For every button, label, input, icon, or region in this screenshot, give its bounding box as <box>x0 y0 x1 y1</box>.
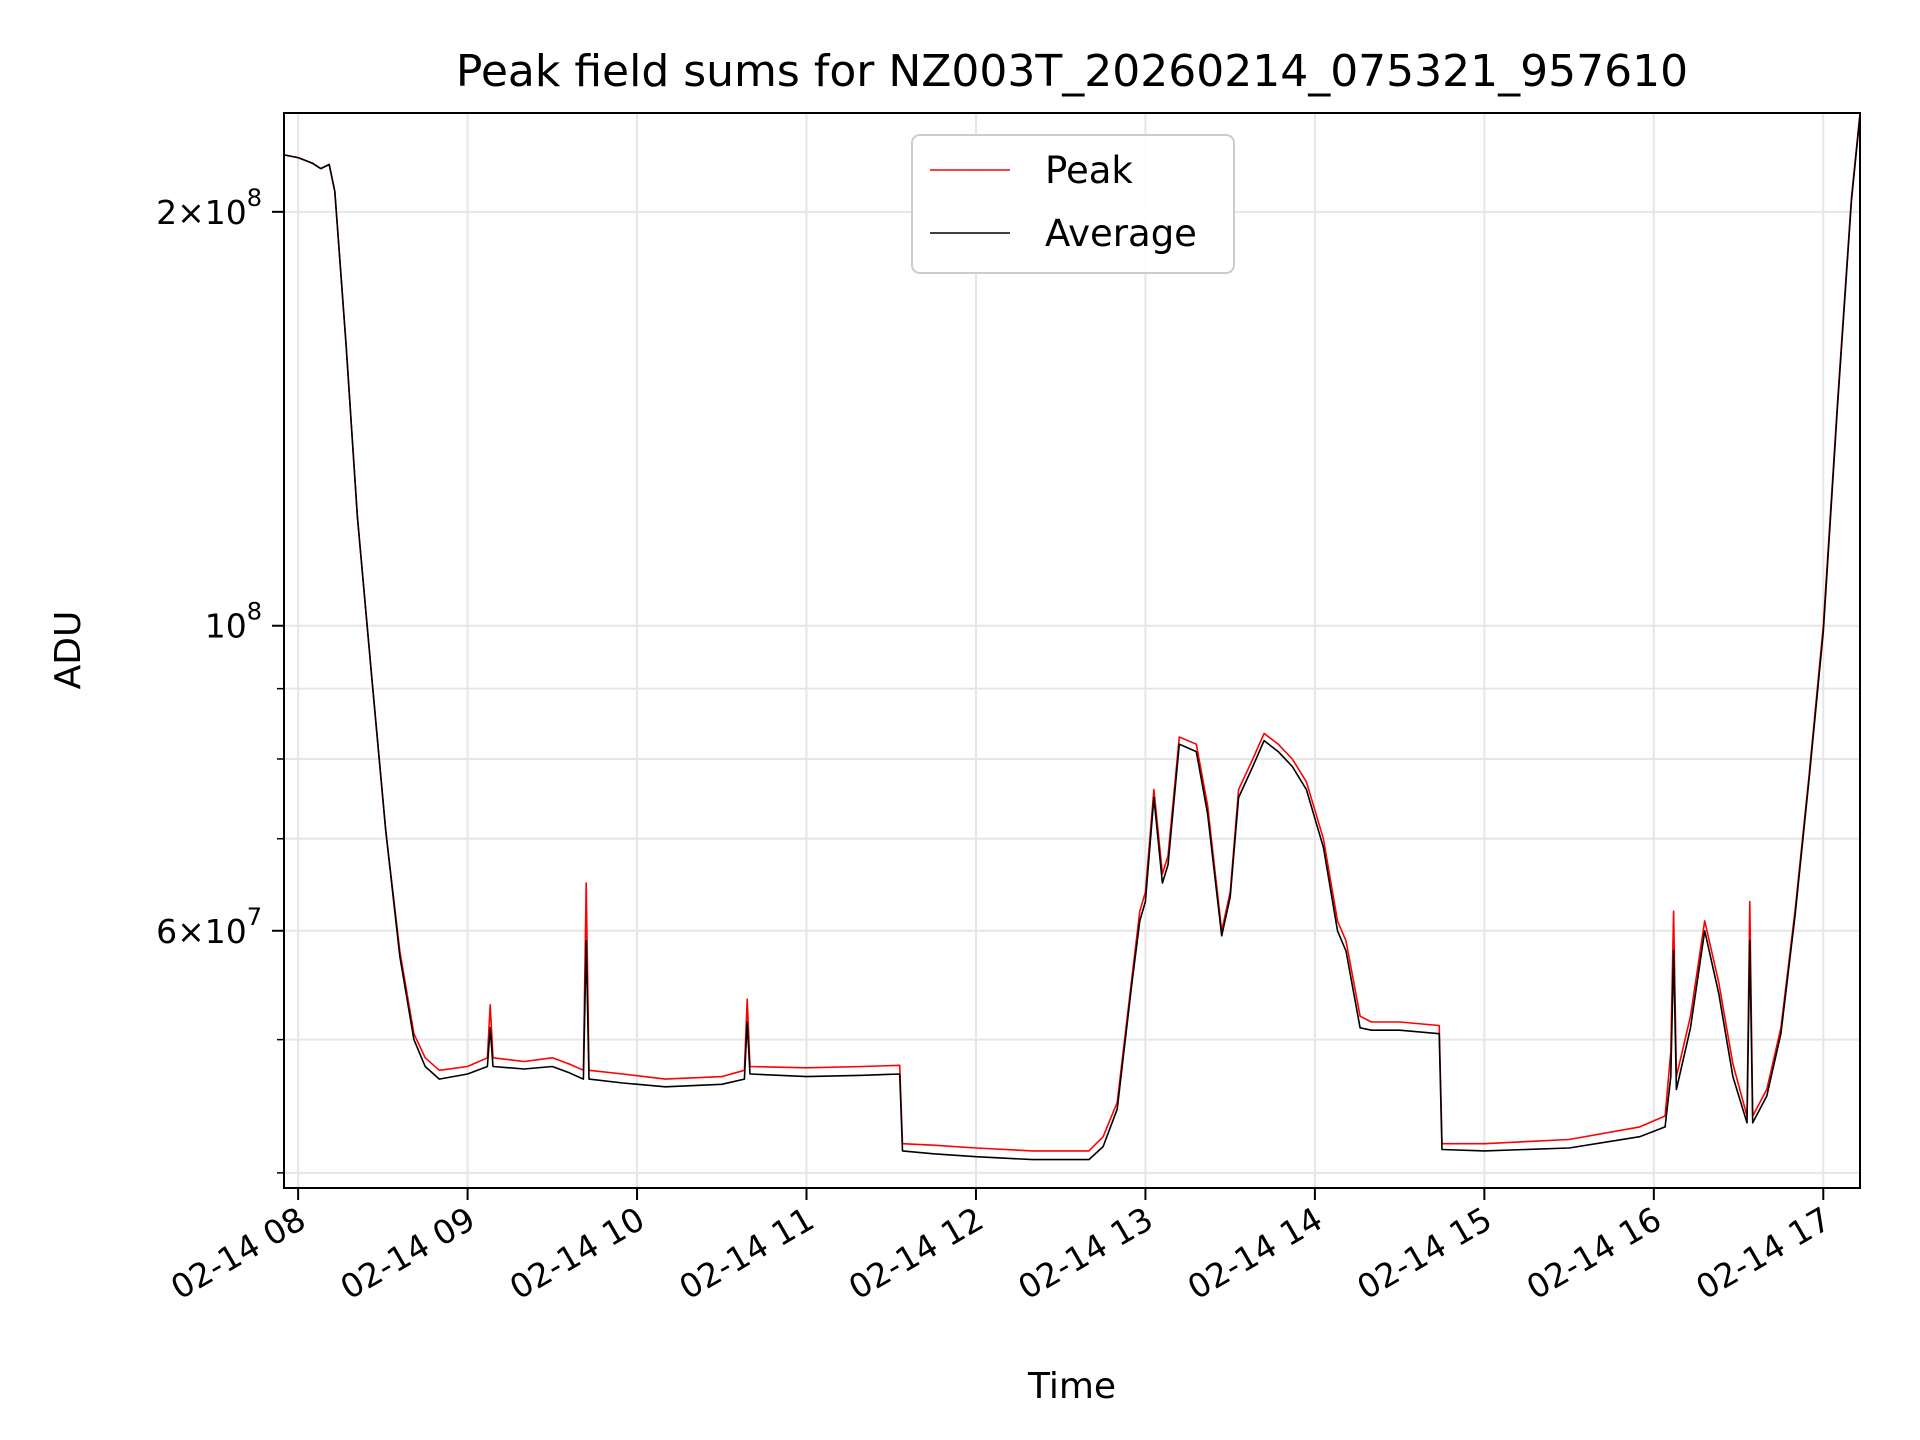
grid <box>284 113 1860 1188</box>
legend-label-peak: Peak <box>1045 149 1133 192</box>
series-line-peak <box>283 112 1861 1152</box>
legend: Peak Average <box>911 134 1235 274</box>
y-tick-label: 108 <box>205 598 262 646</box>
y-tick-label: 6×107 <box>156 903 262 951</box>
x-axis-label: Time <box>1027 1366 1116 1407</box>
series-layer <box>283 112 1861 1161</box>
plot-frame <box>283 112 1861 1189</box>
y-axis-label: ADU <box>48 611 89 690</box>
chart-title: Peak field sums for NZ003T_20260214_0753… <box>456 46 1688 97</box>
y-tick-label: 2×108 <box>156 184 262 232</box>
series-line-average <box>283 115 1861 1161</box>
legend-label-average: Average <box>1045 212 1197 255</box>
